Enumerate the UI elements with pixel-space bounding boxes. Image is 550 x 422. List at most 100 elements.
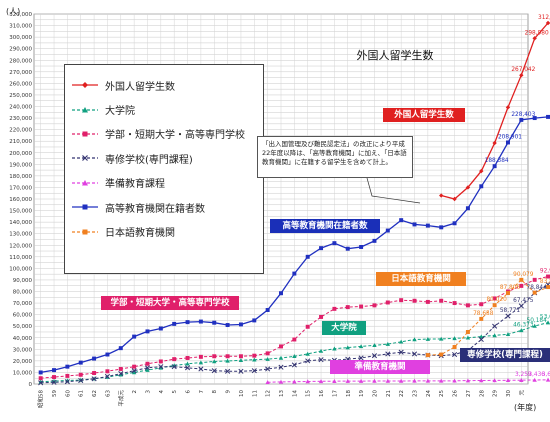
- legend-label: 外国人留学生数: [105, 81, 175, 93]
- legend-item: 外国人留学生数: [71, 73, 257, 97]
- data-point: [452, 196, 457, 202]
- data-point: [319, 246, 324, 251]
- data-point: [412, 378, 417, 383]
- y-tick-label: 280,000: [9, 58, 32, 64]
- y-tick-label: 290,000: [9, 47, 32, 53]
- data-point: [292, 354, 297, 359]
- data-point: [78, 377, 84, 384]
- x-tick-label: 25: [439, 390, 445, 397]
- y-tick-label: 190,000: [9, 162, 32, 168]
- data-point: [252, 353, 257, 358]
- x-tick-label: 6: [186, 390, 192, 394]
- x-tick-label: 17: [332, 390, 338, 397]
- y-tick-label: 110,000: [9, 255, 32, 261]
- data-point: [398, 378, 404, 383]
- legend-item: 高等教育機関在籍者数: [71, 195, 257, 219]
- data-point: [332, 346, 337, 351]
- x-tick-label: 19: [359, 390, 365, 397]
- data-point: [65, 373, 70, 378]
- data-point: [212, 359, 217, 364]
- data-point: [385, 378, 391, 383]
- data-point: [279, 291, 283, 296]
- series-callout-label: 専修学校(専門課程): [460, 348, 550, 362]
- data-point: [505, 313, 511, 319]
- y-tick-label: 20,000: [13, 359, 33, 365]
- data-point: [251, 368, 257, 374]
- data-point: [225, 323, 230, 328]
- series-line: [427, 279, 549, 356]
- legend-marker: [82, 82, 88, 89]
- y-tick-label: 260,000: [9, 81, 32, 87]
- series-line: [267, 379, 549, 383]
- data-point: [305, 254, 310, 259]
- legend: 外国人留学生数 大学院 学部・短期大学・高等専門学校 専修学校(専門課程) 準備…: [64, 64, 264, 274]
- data-point: [118, 372, 123, 377]
- data-point: [52, 375, 57, 380]
- data-point: [425, 378, 431, 383]
- data-point: [184, 365, 191, 371]
- data-label: 3,259: [515, 372, 532, 378]
- legend-label: 専修学校(専門課程): [105, 154, 193, 166]
- legend-marker: [82, 179, 88, 186]
- y-tick-label: 180,000: [9, 174, 32, 180]
- legend-item: 学部・短期大学・高等専門学校: [71, 122, 257, 146]
- legend-label: 大学院: [105, 106, 135, 118]
- x-tick-label: 10: [239, 390, 245, 397]
- data-point: [38, 376, 43, 381]
- data-point: [452, 336, 457, 341]
- y-tick-label: 200,000: [9, 151, 32, 157]
- data-point: [345, 246, 350, 251]
- data-point: [358, 355, 364, 361]
- x-tick-label: 63: [105, 390, 111, 397]
- data-point: [158, 326, 163, 331]
- legend-swatch-graphic: [72, 179, 98, 186]
- data-point: [198, 354, 203, 359]
- x-tick-label: 20: [372, 390, 378, 397]
- data-point: [492, 164, 497, 169]
- data-point: [278, 364, 284, 370]
- data-point: [505, 378, 511, 383]
- legend-swatch: [71, 178, 99, 188]
- y-tick-label: 100,000: [9, 266, 32, 272]
- data-label: 87,806: [500, 285, 521, 291]
- data-point: [358, 378, 364, 383]
- y-tick-label: 50,000: [13, 324, 33, 330]
- chart-title: 外国人留学生数: [356, 49, 434, 62]
- legend-item: 準備教育課程: [71, 171, 257, 195]
- x-tick-label: 21: [386, 390, 392, 397]
- data-point: [439, 378, 444, 383]
- data-point: [345, 305, 350, 310]
- legend-label: 日本語教育機関: [105, 228, 175, 240]
- data-point: [64, 379, 70, 385]
- data-point: [372, 303, 377, 308]
- data-point: [519, 328, 524, 333]
- data-point: [92, 356, 97, 361]
- data-label: 208,901: [498, 134, 522, 140]
- data-point: [492, 296, 497, 301]
- legend-marker: [82, 204, 88, 210]
- data-point: [505, 332, 511, 337]
- data-point: [425, 223, 430, 228]
- data-point: [359, 245, 364, 249]
- data-point: [212, 354, 217, 359]
- data-point: [345, 345, 350, 350]
- data-point: [465, 335, 471, 340]
- x-tick-label: 11: [252, 390, 258, 397]
- data-point: [105, 369, 110, 374]
- data-point: [412, 222, 417, 227]
- legend-label: 準備教育課程: [105, 179, 165, 191]
- data-point: [452, 345, 457, 349]
- x-tick-label: 元: [518, 390, 525, 396]
- data-point: [212, 320, 217, 325]
- data-point: [132, 364, 137, 369]
- data-point: [238, 368, 244, 374]
- data-label: 58,771: [500, 308, 521, 314]
- data-point: [452, 301, 457, 306]
- legend-swatch-graphic: [72, 106, 98, 113]
- data-point: [398, 349, 404, 355]
- y-tick-label: 120,000: [9, 243, 32, 249]
- data-point: [132, 334, 137, 339]
- y-tick-label: 320,000: [9, 12, 32, 18]
- data-point: [319, 314, 324, 319]
- data-point: [439, 298, 444, 303]
